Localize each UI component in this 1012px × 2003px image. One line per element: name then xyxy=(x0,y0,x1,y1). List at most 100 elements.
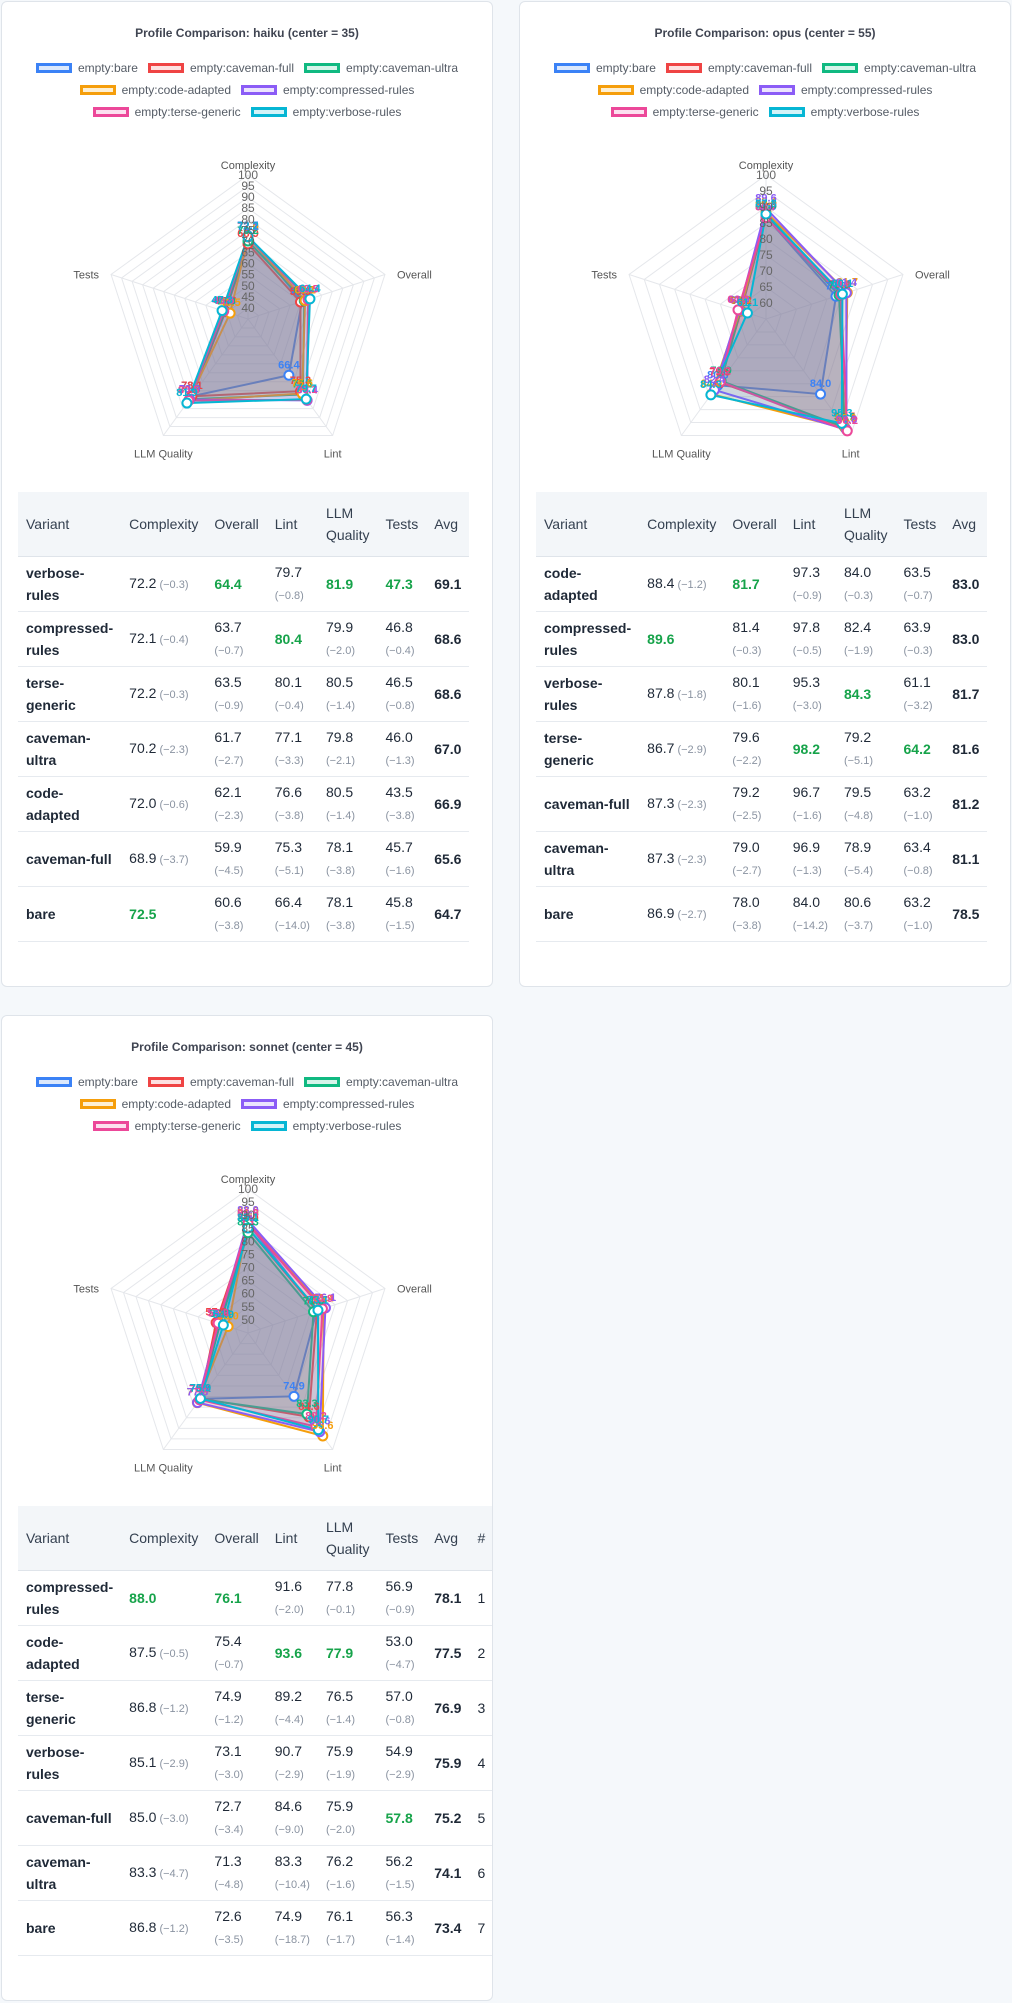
legend-item-empty-bare[interactable]: empty:bare xyxy=(35,59,138,76)
legend-item-empty-compressed-rules[interactable]: empty:compressed-rules xyxy=(241,81,414,98)
axis-label-overall: Overall xyxy=(397,1284,432,1296)
value-label: 66.4 xyxy=(278,359,300,371)
legend-item-empty-caveman-ultra[interactable]: empty:caveman-ultra xyxy=(304,59,458,76)
point-empty-verbose-rules xyxy=(181,397,193,409)
column-header-tests[interactable]: Tests xyxy=(377,1506,427,1571)
column-header-complexity[interactable]: Complexity xyxy=(121,492,207,557)
legend-item-empty-caveman-full[interactable]: empty:caveman-full xyxy=(147,59,294,76)
lint-cell: 97.8 (−0.5) xyxy=(784,611,836,667)
legend-item-empty-bare[interactable]: empty:bare xyxy=(35,1073,138,1090)
llm-value: 77.8 xyxy=(325,1578,354,1594)
overall-value: 61.7 xyxy=(214,729,242,745)
column-header-avg[interactable]: Avg xyxy=(944,492,988,557)
column-header-avg[interactable]: Avg xyxy=(426,1506,470,1571)
legend-item-empty-verbose-rules[interactable]: empty:verbose-rules xyxy=(250,1117,401,1134)
llm-delta: (−2.0) xyxy=(325,645,355,657)
legend-item-empty-verbose-rules[interactable]: empty:verbose-rules xyxy=(250,103,401,120)
tests-value: 56.2 xyxy=(385,1853,413,1869)
overall-value: 72.6 xyxy=(214,1908,242,1924)
complexity-delta: (−0.4) xyxy=(156,634,189,646)
column-header-llm[interactable]: LLM Quality xyxy=(835,492,896,557)
legend-swatch xyxy=(241,1098,277,1109)
column-header-llm[interactable]: LLM Quality xyxy=(317,492,378,557)
overall-delta: (−2.2) xyxy=(732,755,762,767)
point-empty-terse-generic xyxy=(732,304,744,316)
column-header-variant[interactable]: Variant xyxy=(536,492,640,557)
lint-value: 66.4 xyxy=(274,894,303,910)
legend-item-empty-code-adapted[interactable]: empty:code-adapted xyxy=(79,81,231,98)
legend-swatch xyxy=(768,106,805,117)
avg-cell: 68.6 xyxy=(426,666,470,722)
column-header-complexity[interactable]: Complexity xyxy=(121,1506,207,1571)
legend-label: empty:terse-generic xyxy=(134,104,241,119)
column-header-lint[interactable]: Lint xyxy=(784,492,836,557)
llm-cell: 80.5 (−1.4) xyxy=(317,666,378,722)
legend-item-empty-caveman-ultra[interactable]: empty:caveman-ultra xyxy=(304,1073,458,1090)
lint-cell: 80.1 (−0.4) xyxy=(266,666,318,722)
value-label: 63.2 xyxy=(730,295,751,307)
value-label: 63.7 xyxy=(298,283,319,295)
column-header-variant[interactable]: Variant xyxy=(18,492,122,557)
chart-title: Profile Comparison: opus (center = 55) xyxy=(654,26,876,40)
column-header-overall[interactable]: Overall xyxy=(724,492,785,557)
column-header-avg[interactable]: Avg xyxy=(426,492,470,557)
lint-cell: 77.1 (−3.3) xyxy=(266,721,318,777)
legend-item-empty-verbose-rules[interactable]: empty:verbose-rules xyxy=(768,103,919,120)
legend-item-empty-caveman-full[interactable]: empty:caveman-full xyxy=(665,59,812,76)
column-header-overall[interactable]: Overall xyxy=(206,492,267,557)
lint-delta: (−14.0) xyxy=(274,920,310,932)
radar-card-haiku: Profile Comparison: haiku (center = 35) … xyxy=(1,1,493,987)
rank-cell: 2 xyxy=(469,1625,492,1681)
point-empty-verbose-rules xyxy=(836,288,848,300)
legend-item-empty-compressed-rules[interactable]: empty:compressed-rules xyxy=(241,1095,414,1112)
tick-label: 85 xyxy=(241,1221,255,1235)
column-header-llm[interactable]: LLM Quality xyxy=(317,1506,378,1571)
point-empty-verbose-rules xyxy=(304,293,316,305)
column-header-tests[interactable]: Tests xyxy=(895,492,945,557)
legend-item-empty-code-adapted[interactable]: empty:code-adapted xyxy=(79,1095,231,1112)
overall-value: 74.9 xyxy=(214,1688,242,1704)
legend-item-empty-bare[interactable]: empty:bare xyxy=(553,59,656,76)
legend-swatch xyxy=(35,62,72,73)
legend-item-empty-terse-generic[interactable]: empty:terse-generic xyxy=(92,1117,241,1134)
axis-label-lint: Lint xyxy=(324,448,342,460)
radar-chart: 72.560.666.478.145.868.959.975.378.145.7… xyxy=(73,160,431,460)
llm-delta: (−1.4) xyxy=(325,700,355,712)
column-header-lint[interactable]: Lint xyxy=(266,492,318,557)
radar-grid xyxy=(110,1188,386,1450)
overall-value: 73.1 xyxy=(214,1743,242,1759)
legend-item-empty-caveman-ultra[interactable]: empty:caveman-ultra xyxy=(822,59,976,76)
legend-swatch xyxy=(147,1076,184,1087)
series-empty-caveman-ultra xyxy=(198,1230,315,1416)
legend-item-empty-compressed-rules[interactable]: empty:compressed-rules xyxy=(759,81,932,98)
llm-delta: (−0.1) xyxy=(325,1604,355,1616)
legend-item-empty-caveman-full[interactable]: empty:caveman-full xyxy=(147,1073,294,1090)
tests-cell: 63.2 (−1.0) xyxy=(895,886,945,942)
overall-value: 79.0 xyxy=(732,839,760,855)
complexity-value: 87.3 xyxy=(647,795,675,811)
legend-item-empty-terse-generic[interactable]: empty:terse-generic xyxy=(610,103,759,120)
value-label: 84.6 xyxy=(298,1401,319,1413)
llm-value: 75.9 xyxy=(325,1743,354,1759)
column-header-complexity[interactable]: Complexity xyxy=(639,492,725,557)
column-header-overall[interactable]: Overall xyxy=(206,1506,267,1571)
column-header-rank[interactable]: # xyxy=(469,1506,492,1571)
value-label: 60.6 xyxy=(291,285,312,297)
legend-item-empty-code-adapted[interactable]: empty:code-adapted xyxy=(597,81,749,98)
legend-item-empty-terse-generic[interactable]: empty:terse-generic xyxy=(92,103,241,120)
complexity-value: 88.0 xyxy=(129,1590,157,1606)
table-row: caveman-ultra 87.3 (−2.3) 79.0 (−2.7) 96.9 … xyxy=(536,831,988,887)
value-label: 75.9 xyxy=(190,1382,211,1394)
grid-spoke xyxy=(162,318,249,436)
column-header-lint[interactable]: Lint xyxy=(266,1506,318,1571)
tick-label: 90 xyxy=(759,200,773,214)
column-header-tests[interactable]: Tests xyxy=(377,492,427,557)
legend-swatch xyxy=(597,84,634,95)
column-header-variant[interactable]: Variant xyxy=(18,1506,122,1571)
rank-cell: 5 xyxy=(469,1790,492,1846)
grid-ring xyxy=(197,1280,299,1376)
tests-value: 56.9 xyxy=(385,1578,413,1594)
lint-value: 83.3 xyxy=(274,1853,303,1869)
value-label: 62.1 xyxy=(294,284,315,296)
complexity-value: 87.5 xyxy=(129,1644,157,1660)
